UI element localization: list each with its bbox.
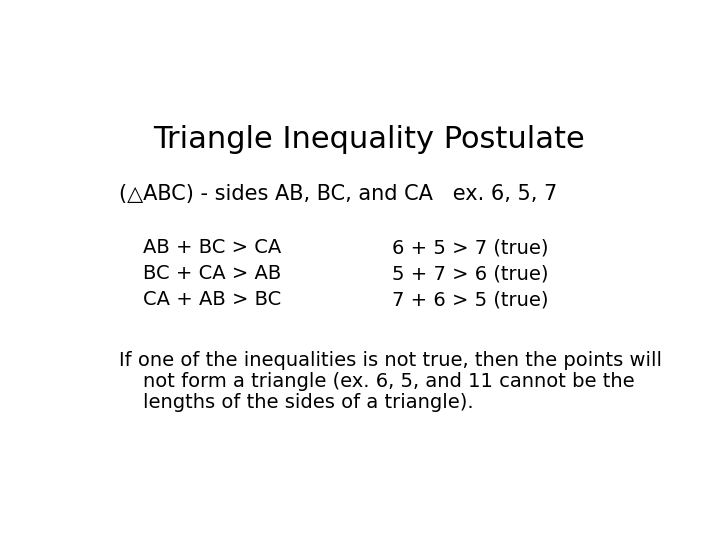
Text: 5 + 7 > 6 (true): 5 + 7 > 6 (true) <box>392 264 549 283</box>
Text: Triangle Inequality Postulate: Triangle Inequality Postulate <box>153 125 585 154</box>
Text: If one of the inequalities is not true, then the points will: If one of the inequalities is not true, … <box>120 351 662 370</box>
Text: BC + CA > AB: BC + CA > AB <box>143 264 281 283</box>
Text: 7 + 6 > 5 (true): 7 + 6 > 5 (true) <box>392 291 549 309</box>
Text: lengths of the sides of a triangle).: lengths of the sides of a triangle). <box>143 393 473 412</box>
Text: 6 + 5 > 7 (true): 6 + 5 > 7 (true) <box>392 238 549 257</box>
Text: (△ABC) - sides AB, BC, and CA   ex. 6, 5, 7: (△ABC) - sides AB, BC, and CA ex. 6, 5, … <box>120 184 558 204</box>
Text: not form a triangle (ex. 6, 5, and 11 cannot be the: not form a triangle (ex. 6, 5, and 11 ca… <box>143 372 634 391</box>
Text: CA + AB > BC: CA + AB > BC <box>143 291 281 309</box>
Text: AB + BC > CA: AB + BC > CA <box>143 238 281 257</box>
